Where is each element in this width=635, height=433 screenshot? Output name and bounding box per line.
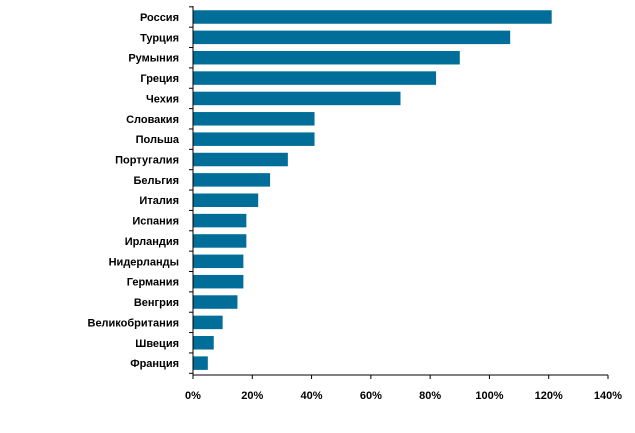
x-tick-label: 120%: [535, 390, 563, 402]
bar-9: [193, 173, 271, 187]
bars-layer: [193, 10, 552, 370]
category-label: Польша: [136, 134, 180, 146]
bar-17: [193, 336, 214, 350]
x-tick-label: 0%: [185, 390, 201, 402]
bar-18: [193, 356, 208, 370]
bar-6: [193, 112, 315, 126]
bar-2: [193, 30, 511, 45]
category-label: Греция: [140, 73, 179, 85]
category-label: Германия: [127, 277, 179, 289]
x-tick-label: 140%: [594, 390, 622, 402]
bar-10: [193, 193, 259, 207]
bar-12: [193, 234, 247, 248]
x-tick-label: 60%: [360, 390, 382, 402]
bar-8: [193, 152, 288, 167]
category-label: Румыния: [128, 53, 179, 65]
bar-11: [193, 213, 247, 228]
category-label: Турция: [140, 32, 179, 44]
bar-13: [193, 254, 244, 269]
bar-16: [193, 315, 223, 330]
category-label: Словакия: [126, 114, 179, 126]
category-labels: Россия Турция Румыния Греция Чехия Словакия По…: [88, 12, 180, 370]
x-tick-label: 80%: [419, 390, 441, 402]
bar-3: [193, 50, 460, 65]
category-label: Великобритания: [88, 317, 180, 329]
category-label: Швеция: [135, 338, 179, 350]
category-label: Бельгия: [133, 175, 179, 187]
x-tick-labels: 0% 20% 40% 60% 80% 100% 120% 140%: [185, 390, 622, 402]
bar-1: [193, 10, 552, 24]
bar-14: [193, 274, 244, 289]
bar-4: [193, 71, 437, 85]
category-label: Нидерланды: [109, 256, 179, 268]
category-label: Ирландия: [125, 236, 179, 248]
x-tick-label: 40%: [301, 390, 323, 402]
x-tick-label: 20%: [241, 390, 263, 402]
category-label: Португалия: [115, 155, 179, 167]
bar-7: [193, 132, 315, 146]
axis-layer: [189, 6, 609, 379]
category-label: Венгрия: [134, 297, 179, 309]
category-label: Италия: [139, 195, 179, 207]
category-label: Россия: [140, 12, 179, 24]
category-label: Чехия: [146, 93, 179, 105]
bar-5: [193, 91, 401, 106]
x-tick-label: 100%: [475, 390, 503, 402]
category-label: Франция: [130, 358, 179, 370]
bar-15: [193, 295, 238, 309]
category-label: Испания: [132, 216, 179, 228]
